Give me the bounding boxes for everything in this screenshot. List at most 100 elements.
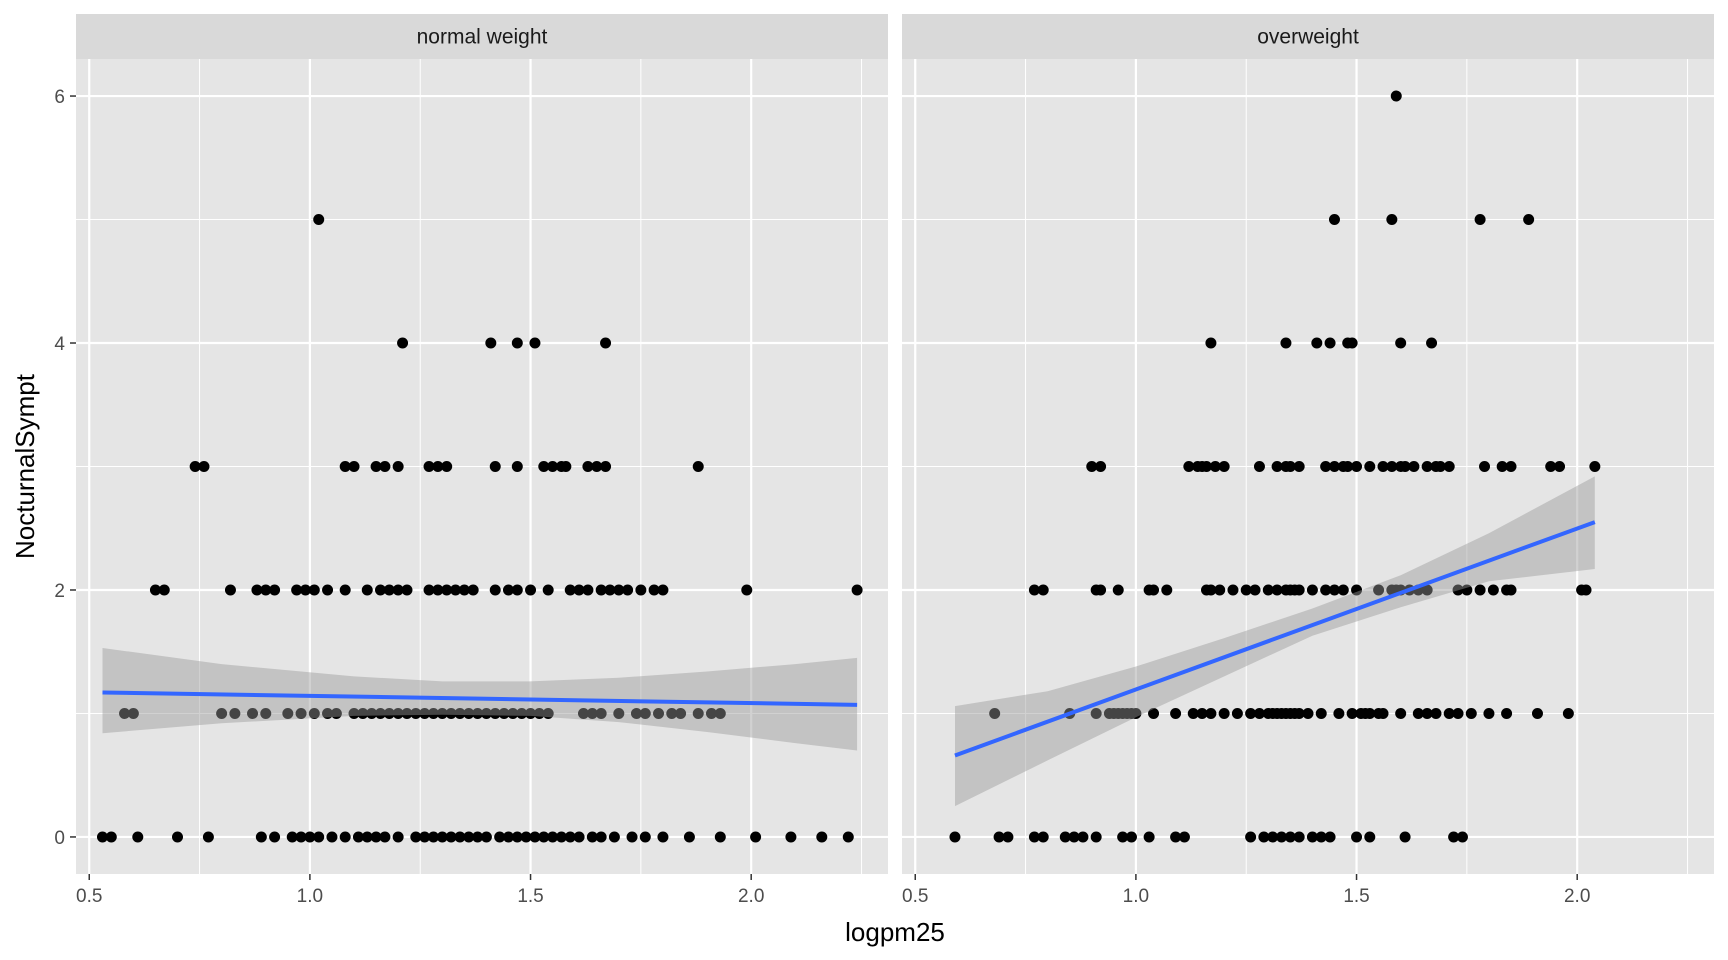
data-point	[132, 831, 144, 843]
facet-panel: normal weight 0.5 1.0 1.5 2.0 0 2 4 6	[54, 14, 888, 907]
data-point	[582, 461, 594, 472]
data-point	[1505, 461, 1517, 472]
data-point	[322, 707, 334, 719]
data-point	[348, 707, 360, 719]
data-point	[635, 584, 647, 596]
data-point	[560, 461, 572, 472]
data-point	[1346, 337, 1358, 349]
x-tick-label: 2.0	[1564, 886, 1590, 907]
data-point	[578, 707, 589, 719]
data-point	[1320, 584, 1332, 596]
data-point	[1311, 337, 1323, 349]
data-point	[1461, 584, 1473, 596]
data-point	[1280, 337, 1292, 349]
data-point	[1143, 831, 1155, 843]
data-point	[392, 831, 404, 843]
data-point	[1523, 214, 1535, 226]
data-point	[260, 584, 272, 596]
data-point	[379, 831, 391, 843]
data-point	[1351, 831, 1363, 843]
data-point	[842, 831, 854, 843]
data-point	[1245, 707, 1257, 719]
x-tick-label: 1.0	[1123, 886, 1149, 907]
data-point	[1386, 214, 1398, 226]
data-point	[1412, 707, 1424, 719]
data-point	[1426, 337, 1438, 349]
data-point	[255, 831, 267, 843]
data-point	[1377, 707, 1389, 719]
data-point	[657, 831, 669, 843]
data-point	[525, 707, 537, 719]
data-point	[989, 707, 1001, 719]
data-point	[127, 707, 139, 719]
data-point	[1205, 707, 1217, 719]
data-point	[1245, 831, 1257, 843]
data-point	[1395, 707, 1407, 719]
data-point	[666, 707, 678, 719]
data-point	[295, 831, 307, 843]
data-point	[741, 584, 753, 596]
data-point	[427, 831, 439, 843]
data-point	[216, 707, 228, 719]
data-point	[1479, 461, 1491, 472]
data-point	[1214, 584, 1226, 596]
data-point	[511, 584, 523, 596]
data-point	[1377, 461, 1389, 472]
data-point	[1421, 584, 1433, 596]
data-point	[1434, 461, 1446, 472]
x-tick-label: 1.5	[517, 886, 543, 907]
data-point	[485, 337, 497, 349]
data-point	[816, 831, 828, 843]
x-axis-title: logpm25	[845, 917, 945, 947]
data-point	[1178, 831, 1190, 843]
data-point	[1589, 461, 1601, 472]
data-point	[525, 584, 537, 596]
data-point	[657, 584, 669, 596]
data-point	[1209, 461, 1221, 472]
data-point	[705, 707, 717, 719]
data-point	[1271, 461, 1283, 472]
data-point	[370, 831, 382, 843]
data-point	[1545, 461, 1557, 472]
data-point	[1293, 707, 1305, 719]
data-point	[1125, 831, 1137, 843]
data-point	[397, 337, 409, 349]
data-point	[511, 337, 523, 349]
data-point	[1284, 831, 1296, 843]
data-point	[1095, 461, 1107, 472]
data-point	[454, 831, 466, 843]
data-point	[1293, 584, 1305, 596]
data-point	[573, 584, 585, 596]
data-point	[1333, 707, 1345, 719]
data-point	[1306, 584, 1318, 596]
data-point	[1364, 707, 1376, 719]
data-point	[224, 584, 236, 596]
data-point	[529, 337, 541, 349]
data-point	[149, 584, 161, 596]
data-point	[639, 707, 651, 719]
data-point	[202, 831, 214, 843]
data-point	[1218, 707, 1230, 719]
data-point	[675, 707, 687, 719]
data-point	[1227, 584, 1239, 596]
data-point	[119, 707, 131, 719]
data-point	[1562, 707, 1574, 719]
data-point	[639, 831, 651, 843]
data-point	[1351, 461, 1363, 472]
data-point	[714, 831, 726, 843]
data-point	[1059, 831, 1071, 843]
data-point	[595, 831, 607, 843]
data-point	[472, 707, 484, 719]
data-point	[1258, 831, 1270, 843]
data-point	[626, 831, 638, 843]
data-point	[542, 584, 554, 596]
data-point	[1386, 461, 1398, 472]
data-point	[339, 461, 351, 472]
data-point	[295, 707, 307, 719]
data-point	[595, 707, 607, 719]
data-point	[1315, 831, 1327, 843]
regression-line	[102, 690, 858, 707]
data-point	[1201, 461, 1212, 472]
x-tick-label: 0.5	[76, 886, 102, 907]
